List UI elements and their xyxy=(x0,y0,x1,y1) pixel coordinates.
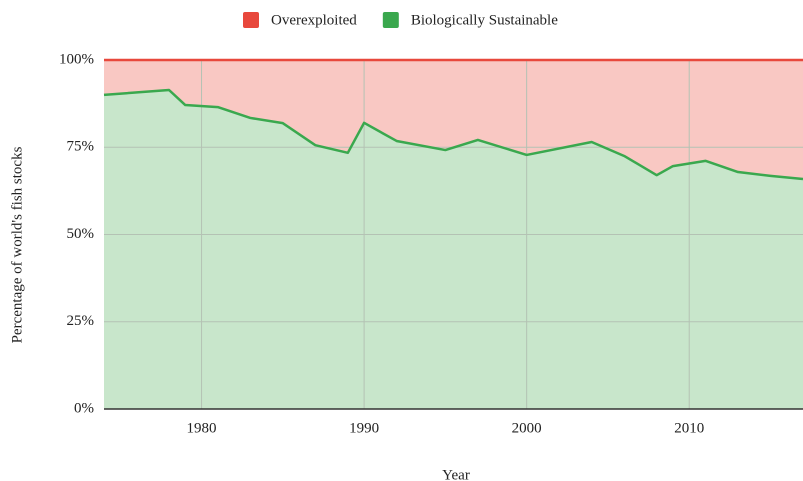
y-tick-label: 0% xyxy=(74,400,94,416)
x-axis-label: Year xyxy=(442,467,470,481)
y-tick-label: 50% xyxy=(67,226,95,242)
area-line xyxy=(103,88,803,181)
legend-label: Biologically Sustainable xyxy=(411,12,558,28)
legend: Overexploited Biologically Sustainable xyxy=(243,12,558,28)
y-tick-label: 75% xyxy=(67,139,95,155)
area-fill xyxy=(104,60,803,180)
x-tick-label: 2010 xyxy=(674,420,704,436)
x-tick-label: 1980 xyxy=(187,420,217,436)
legend-label: Overexploited xyxy=(271,12,357,28)
y-axis-label: Percentage of world's fish stocks xyxy=(9,146,25,343)
x-tick-label: 1990 xyxy=(349,420,379,436)
plot-area xyxy=(104,60,803,409)
y-tick-label: 25% xyxy=(67,313,95,329)
y-tick-label: 100% xyxy=(59,51,94,67)
x-tick-label: 2000 xyxy=(512,420,542,436)
legend-swatch xyxy=(382,12,399,28)
area-fill xyxy=(104,90,803,409)
legend-swatch xyxy=(243,12,259,28)
